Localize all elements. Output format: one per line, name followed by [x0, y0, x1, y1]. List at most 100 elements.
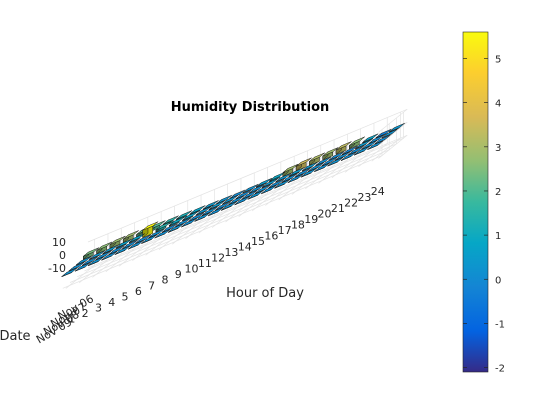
- hour-tick-label: 23: [357, 191, 371, 204]
- bar-nov-07-h8: [168, 216, 185, 228]
- bar-top-face: [242, 183, 259, 194]
- bar-top-face: [195, 206, 212, 216]
- bar-nov-09-h11: [194, 212, 211, 223]
- bar-nov-09-h19: [300, 168, 317, 178]
- bar-nov-07-h23: [368, 134, 385, 144]
- bar-top-face: [83, 247, 99, 257]
- bar-nov-09-h6: [127, 240, 144, 250]
- hour-tick-label: 16: [264, 229, 278, 242]
- bar-nov-07-h4: [115, 239, 132, 250]
- bar-top-face: [194, 212, 211, 222]
- colorbar-gradient: [462, 31, 489, 373]
- bar-top-face: [135, 234, 152, 244]
- hour-tick-label: 14: [238, 241, 252, 254]
- bar-top-face: [162, 215, 179, 225]
- bar-top-face: [314, 162, 331, 172]
- bar-top-face: [89, 250, 106, 260]
- bar-top-face: [354, 146, 370, 156]
- bar-nov-07-h20: [328, 151, 345, 161]
- bar-nov-06-h15: [269, 171, 286, 183]
- bar-nov-08-h1: [68, 262, 85, 272]
- grid-line: [65, 264, 95, 289]
- bar-nov-08-h23: [361, 140, 378, 150]
- hour-tick-label: 1: [68, 312, 75, 325]
- bar-nov-07-h14: [248, 184, 265, 194]
- bar-nov-06-h2: [96, 241, 113, 255]
- grid-line: [172, 220, 202, 245]
- bar-nov-07-h22: [355, 139, 372, 150]
- bar-top-face: [155, 221, 172, 231]
- bar-top-face: [175, 217, 191, 227]
- hour-tick-label: 13: [224, 246, 238, 259]
- bar-nov-07-h13: [235, 190, 252, 200]
- chart-title: Humidity Distribution: [171, 100, 330, 115]
- bar-top-face: [123, 230, 139, 240]
- grid-line: [291, 170, 321, 195]
- bar-top-face: [169, 216, 185, 226]
- bar-top-face: [96, 241, 113, 251]
- hour-tick-label: 3: [95, 301, 102, 314]
- bar-nov-09-h8: [154, 229, 171, 239]
- bar-nov-08-h5: [121, 240, 138, 250]
- bar-nov-08-h16: [268, 179, 285, 189]
- bar-top-face: [189, 205, 206, 215]
- bar-nov-07-h10: [195, 206, 212, 217]
- bar-nov-06-h22: [362, 133, 379, 144]
- bar-top-face: [114, 245, 131, 255]
- bar-top-face: [167, 223, 184, 233]
- hour-tick-label: 9: [175, 268, 182, 281]
- bar-nov-08-h13: [228, 195, 245, 206]
- bar-nov-09-h1: [61, 267, 78, 278]
- colorbar-tick-label: 5: [495, 54, 501, 65]
- grid-line: [305, 165, 335, 190]
- bar-nov-07-h11: [208, 200, 225, 211]
- bar-nov-08-h21: [334, 151, 351, 161]
- bar-top-face: [300, 168, 317, 178]
- grid-line: [378, 135, 408, 159]
- bar-top-face: [308, 162, 324, 172]
- bar-nov-08-h6: [135, 234, 152, 244]
- bar-top-face: [361, 140, 378, 150]
- bar-nov-09-h24: [367, 140, 384, 151]
- bar-top-face: [321, 157, 338, 167]
- bar-top-face: [201, 206, 218, 216]
- hour-tick-label: 4: [108, 296, 115, 309]
- hour-tick-label: 2: [82, 307, 89, 320]
- z-tick-label: -10: [48, 262, 66, 275]
- bar-top-face: [141, 234, 158, 244]
- bar-nov-09-h14: [234, 195, 251, 206]
- bar-top-face: [208, 200, 225, 210]
- grid-line: [251, 187, 282, 212]
- grid-line: [265, 182, 295, 206]
- grid-line: [225, 198, 255, 223]
- grid-line: [158, 226, 188, 250]
- bar-nov-06-h11: [216, 195, 232, 205]
- bar-nov-07-h5: [129, 233, 145, 244]
- grid-line: [378, 109, 408, 133]
- bar-top-face: [349, 136, 365, 146]
- bar-top-face: [68, 262, 85, 272]
- hour-tick-label: 6: [135, 285, 142, 298]
- bar-top-face: [75, 256, 92, 266]
- bar-nov-09-h10: [181, 218, 198, 228]
- bar-top-face: [108, 245, 125, 255]
- bar-top-face: [335, 141, 352, 151]
- bar-nov-06-h17: [295, 157, 312, 172]
- y-axis-label: Date: [0, 329, 31, 344]
- grid-line: [77, 143, 397, 278]
- bar-top-face: [261, 184, 277, 195]
- x-axis-label: Hour of Day: [226, 286, 304, 301]
- bar-top-face: [389, 122, 405, 133]
- bar-top-face: [102, 244, 119, 254]
- colorbar-tick-label: 3: [495, 143, 501, 154]
- bar-top-face: [109, 235, 126, 245]
- grid-line: [87, 134, 408, 269]
- bar-nov-08-h7: [148, 228, 165, 239]
- grid-line: [92, 253, 122, 278]
- bar-nov-09-h5: [114, 245, 131, 256]
- bar-top-face: [328, 151, 345, 161]
- bar-nov-08-h12: [215, 201, 231, 211]
- grid-line: [198, 209, 228, 234]
- bar-top-face: [248, 184, 265, 194]
